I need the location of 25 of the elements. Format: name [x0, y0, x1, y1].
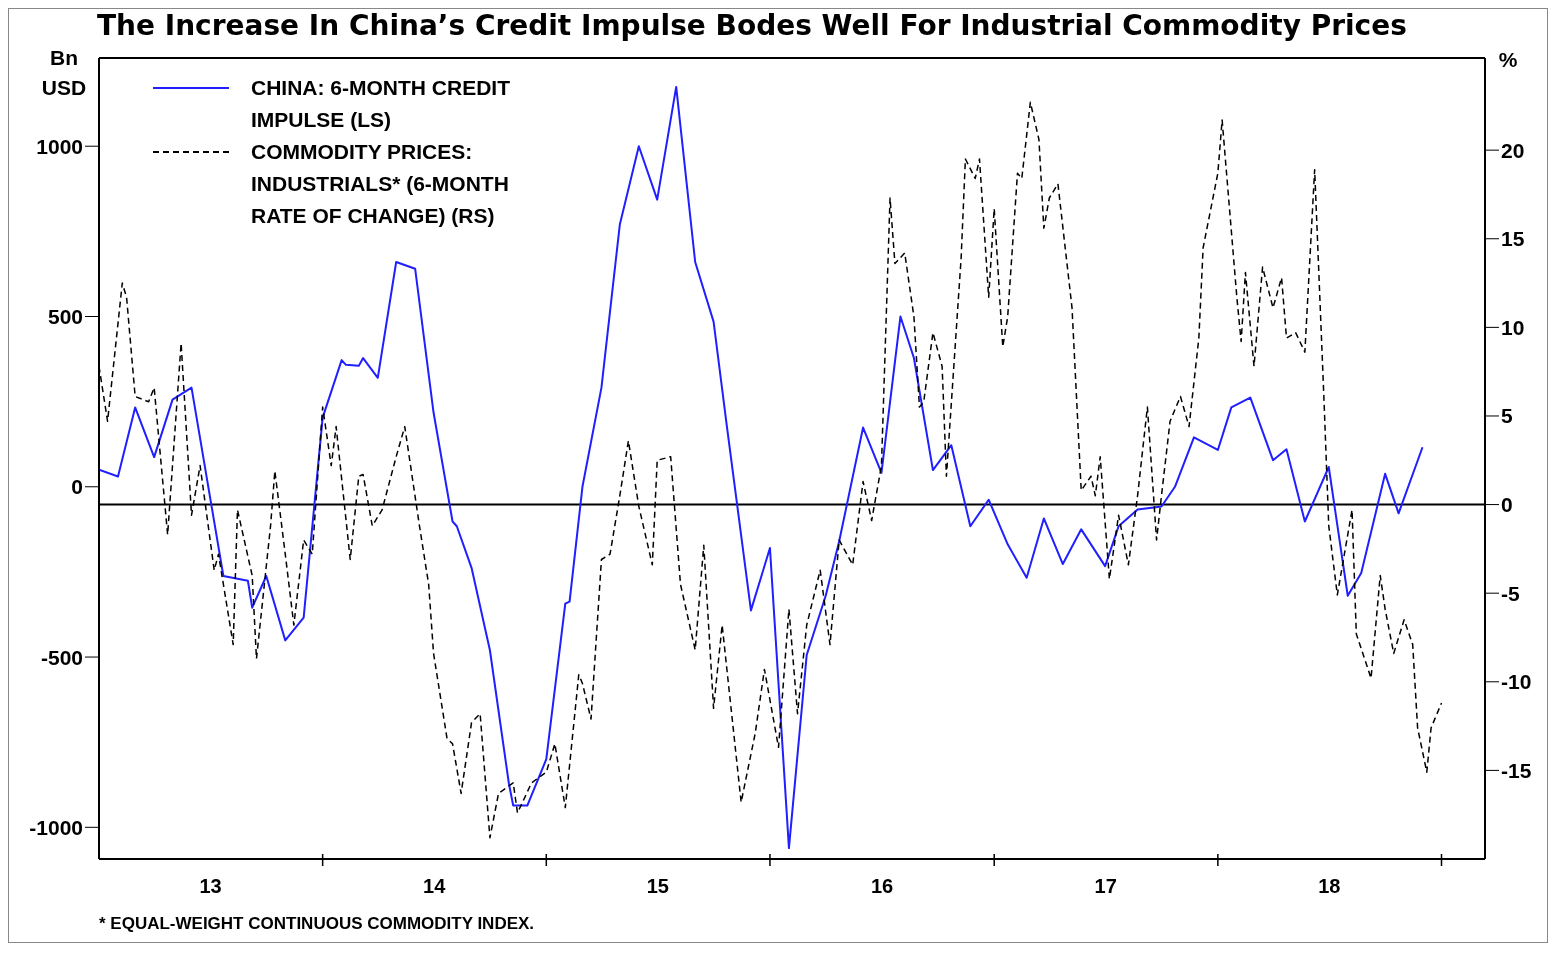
y-tick-label: 0	[71, 475, 83, 499]
y-tick-label: -500	[40, 645, 83, 669]
y2-tick-label: -5	[1501, 581, 1520, 605]
legend-label: COMMODITY PRICES: INDUSTRIALS* (6-MONTH RATE OF CHANGE) (RS)	[251, 139, 510, 229]
y2-tick-label: 5	[1501, 404, 1513, 428]
y-tick-label: 500	[47, 304, 83, 328]
y2-axis-title: %	[1497, 47, 1519, 73]
y2-tick-label: 20	[1501, 138, 1525, 162]
y2-tick-label: 10	[1501, 315, 1525, 339]
x-tick-label: 13	[199, 875, 222, 897]
x-tick-label: 18	[1318, 875, 1341, 897]
y-tick-label: -1000	[29, 815, 83, 839]
x-tick-label: 16	[870, 875, 894, 897]
y2-tick-label: 15	[1501, 227, 1525, 251]
legend-label: CHINA: 6-MONTH CREDIT IMPULSE (LS)	[251, 75, 511, 133]
chart-title: The Increase In China’s Credit Impulse Bodes Well For Industrial Commodity Prices	[97, 9, 1407, 42]
x-tick-label: 17	[1094, 875, 1117, 897]
y-tick-label: 1000	[36, 134, 83, 158]
x-tick-label: 14	[423, 875, 447, 897]
text: * EQUAL-WEIGHT CONTINUOUS COMMODITY INDEX.	[99, 914, 535, 934]
x-tick-label: 15	[646, 875, 669, 897]
y2-tick-label: 0	[1501, 493, 1513, 517]
y2-tick-label: -10	[1501, 670, 1532, 694]
y-axis-title: Bn USD	[40, 45, 88, 101]
y2-tick-label: -15	[1501, 758, 1532, 782]
